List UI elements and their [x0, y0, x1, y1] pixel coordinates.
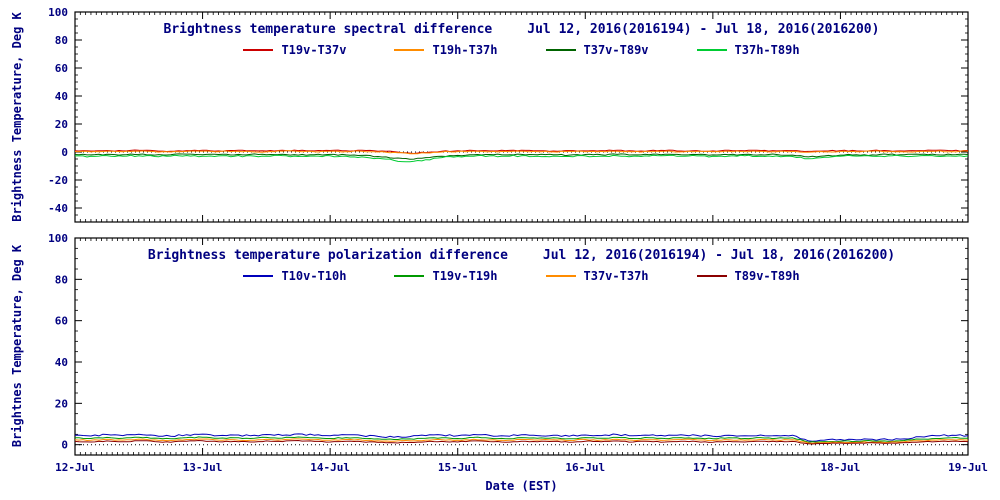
x-tick-label: 13-Jul	[182, 461, 223, 474]
legend-label: T89v-T89h	[734, 269, 800, 283]
x-tick-label: 18-Jul	[820, 461, 861, 474]
series-line-T19v-T19h	[75, 436, 969, 443]
legend-label: T37v-T37h	[583, 269, 649, 283]
legend-swatch	[696, 49, 727, 51]
x-tick-labels: 12-Jul 13-Jul 14-Jul 15-Jul 16-Jul 17-Jul 18-J…	[0, 461, 1000, 477]
legend-swatch	[394, 49, 425, 51]
legend-swatch	[394, 275, 425, 277]
legend-label: T19h-T37h	[432, 43, 498, 57]
x-tick-label: 19-Jul	[948, 461, 988, 474]
x-tick-label: 17-Jul	[692, 461, 733, 474]
y-tick-label: 40	[55, 90, 68, 103]
bottom-chart-title: Brightness temperature polarization diff…	[147, 248, 508, 263]
y-tick-label: 20	[55, 118, 68, 131]
legend-entry: T37v-T37h	[545, 269, 649, 283]
series-line-T19h-T37h	[75, 150, 969, 155]
bottom-chart-date-range: Jul 12, 2016(2016194) - Jul 18, 2016(201…	[542, 248, 896, 263]
y-tick-label: 100	[48, 232, 68, 245]
y-tick-label: -40	[48, 202, 68, 215]
legend-entry: T19v-T37v	[243, 43, 346, 57]
top-chart-title: Brightness temperature spectral differen…	[163, 22, 493, 37]
y-tick-label: 60	[55, 315, 68, 328]
legend-entry: T19v-T19h	[394, 269, 498, 283]
top-chart-date-range: Jul 12, 2016(2016194) - Jul 18, 2016(201…	[527, 22, 880, 37]
legend-entry: T37v-T89v	[545, 43, 649, 57]
legend-label: T19v-T19h	[432, 269, 498, 283]
top-chart-legend: T19v-T37v T19h-T37h T37v-T89v T37h-T89h	[75, 43, 968, 57]
y-tick-label: -20	[48, 174, 68, 187]
y-tick-label: 60	[55, 62, 68, 75]
x-tick-label: 12-Jul	[55, 461, 95, 474]
x-tick-label: 16-Jul	[565, 461, 606, 474]
series-line-T37h-T89h	[75, 154, 969, 163]
x-axis-label: Date (EST)	[485, 479, 558, 493]
legend-swatch	[243, 49, 274, 51]
top-chart-title-row: Brightness temperature spectral differen…	[75, 22, 968, 37]
legend-entry: T89v-T89h	[696, 269, 800, 283]
plot-frame	[74, 11, 969, 223]
y-tick-label: 20	[55, 397, 68, 410]
top-y-axis-label: Brightness Temperature, Deg K	[10, 12, 24, 222]
legend-entry: T37h-T89h	[696, 43, 800, 57]
legend-entry: T19h-T37h	[394, 43, 498, 57]
series-line-T89v-T89h	[74, 440, 969, 445]
y-tick-label: 40	[55, 356, 68, 369]
bottom-chart-title-row: Brightness temperature polarization diff…	[75, 248, 968, 263]
y-tick-label: 80	[55, 273, 68, 286]
legend-entry: T10v-T10h	[243, 269, 346, 283]
bottom-chart-legend: T10v-T10h T19v-T19h T37v-T37h T89v-T89h	[75, 269, 968, 283]
legend-label: T19v-T37v	[281, 43, 347, 57]
legend-label: T10v-T10h	[281, 269, 347, 283]
legend-swatch	[243, 275, 274, 277]
legend-label: T37v-T89v	[583, 43, 649, 57]
y-tick-label: 80	[55, 34, 68, 47]
series-line-T37v-T89v	[74, 153, 969, 160]
y-tick-label: 100	[48, 6, 68, 19]
legend-label: T37h-T89h	[734, 43, 800, 57]
legend-swatch	[545, 49, 576, 51]
bottom-y-axis-label: Brightnes Temperature, Deg K	[10, 244, 24, 448]
legend-swatch	[545, 275, 576, 277]
y-tick-label: 0	[61, 439, 68, 452]
y-tick-label: 0	[61, 146, 68, 159]
plot-frame	[74, 237, 969, 456]
series-line-T37v-T37h	[74, 438, 969, 444]
legend-swatch	[696, 275, 727, 277]
x-tick-label: 14-Jul	[310, 461, 351, 474]
series-line-T10v-T10h	[74, 433, 969, 442]
x-tick-label: 15-Jul	[437, 461, 478, 474]
